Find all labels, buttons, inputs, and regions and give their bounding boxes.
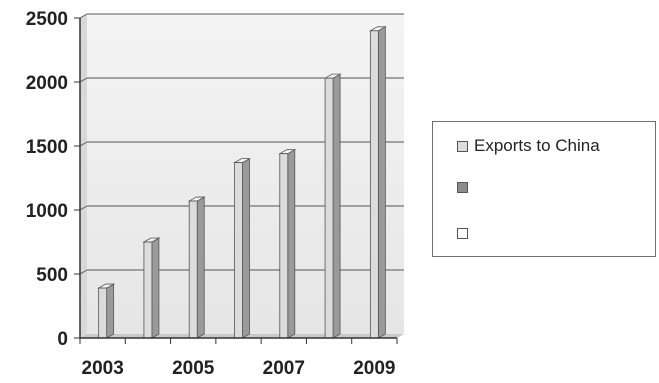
y-tick-label-500: 500 [36,265,68,286]
y-tick-label-1000: 1000 [26,201,68,222]
legend-item-exports-to-china: Exports to China [457,136,600,156]
bar-side-2004 [151,237,160,339]
legend-swatch-3 [457,228,468,239]
bar-2004 [143,241,153,339]
bar-2009 [369,30,379,339]
gridline-side-2500 [79,13,88,19]
gridline-side-500 [79,269,88,275]
bar-side-2007 [287,148,296,339]
legend: Exports to China [432,121,656,257]
legend-label-exports-to-china: Exports to China [474,136,600,155]
y-tick-label-0: 0 [57,329,68,350]
x-tick-label-2003: 2003 [82,358,124,379]
gridline-side-2000 [79,77,88,83]
legend-swatch-exports-to-china [457,140,468,152]
legend-item-2 [457,182,474,193]
bar-2003 [98,287,108,339]
gridline-side-1000 [79,205,88,211]
bar-2008 [324,77,334,339]
bar-side-2003 [106,283,115,339]
bar-2006 [234,162,243,339]
bar-side-2005 [196,196,205,339]
bar-side-2008 [332,73,341,339]
y-tick-label-1500: 1500 [26,137,68,158]
x-tick-label-2007: 2007 [263,358,305,379]
x-tick-label-2005: 2005 [172,358,215,379]
bar-2007 [279,153,289,339]
bar-2005 [188,200,198,339]
plot-left-wall [80,14,87,338]
bar-side-2006 [242,157,250,339]
x-tick-label-2009: 2009 [353,358,395,379]
y-tick-label-2500: 2500 [26,9,68,30]
bar-side-2009 [377,26,386,339]
y-tick-label-2000: 2000 [26,73,68,94]
legend-item-3 [457,228,474,239]
legend-swatch-2 [457,182,468,193]
gridline-side-1500 [79,141,88,147]
